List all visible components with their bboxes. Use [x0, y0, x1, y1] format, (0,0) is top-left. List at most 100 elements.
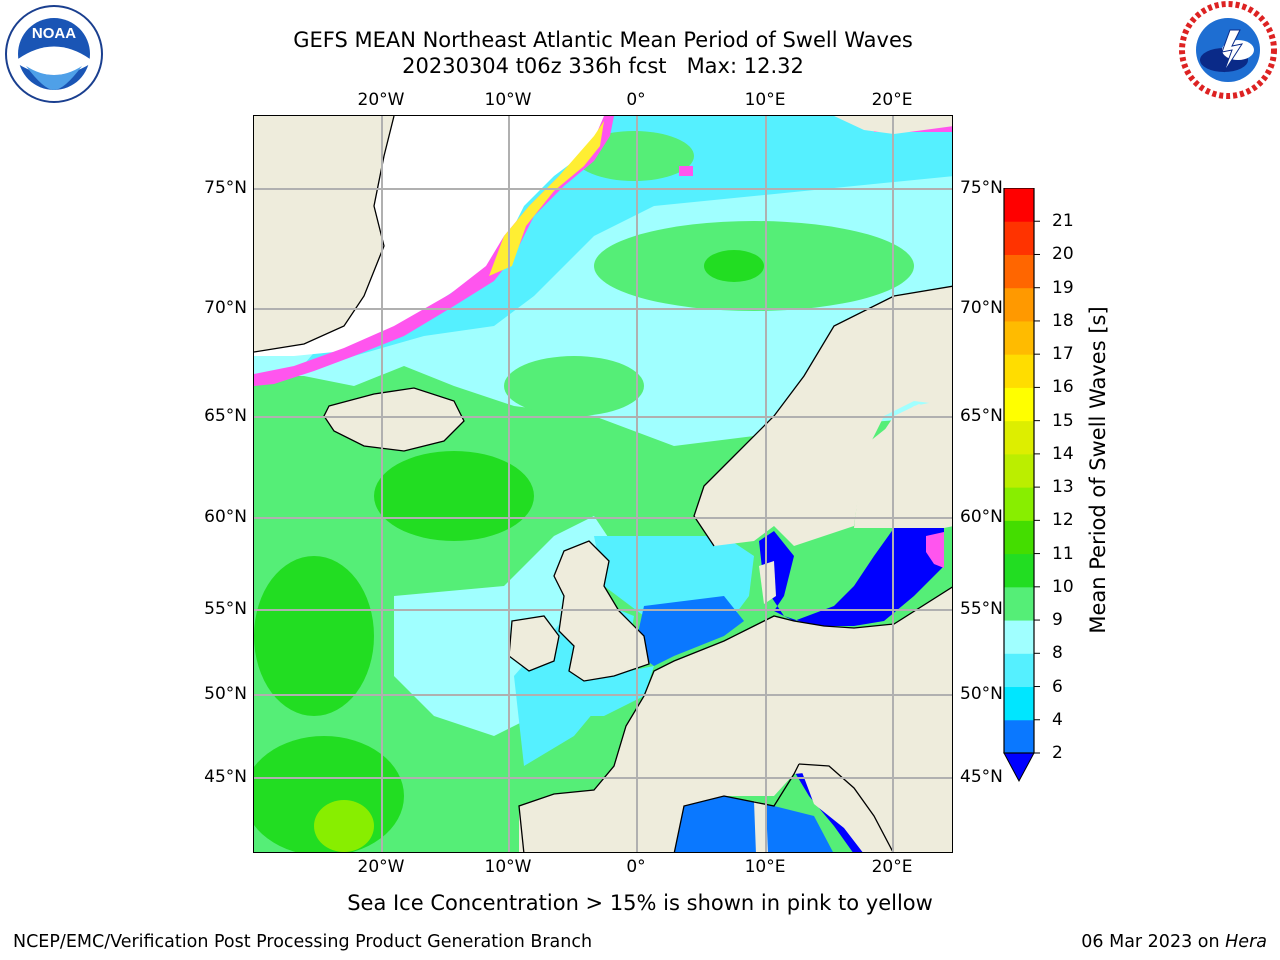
footer-credit: NCEP/EMC/Verification Post Processing Pr…	[13, 932, 593, 952]
ocean-darkgreen-patch	[704, 250, 764, 282]
coastline-great-britain	[553, 540, 650, 682]
colorbar-tick-label: 16	[1052, 377, 1074, 398]
colorbar-segment	[1004, 653, 1034, 688]
footer-date: 06 Mar 2023 on Hera	[1081, 932, 1267, 952]
colorbar-tick-label: 19	[1052, 277, 1074, 298]
colorbar-tick-label: 6	[1052, 676, 1063, 697]
lon-tick-label: 10°E	[744, 90, 786, 110]
colorbar-tick-label: 21	[1052, 211, 1074, 232]
lat-tick-label: 55°N	[960, 599, 1003, 619]
sea-ice-note: Sea Ice Concentration > 15% is shown in …	[347, 891, 933, 915]
colorbar-tick-label: 14	[1052, 443, 1074, 464]
chart-subtitle: 20230304 t06z 336h fcst Max: 12.32	[402, 54, 804, 78]
map-svg	[254, 116, 952, 852]
english-channel	[554, 666, 654, 716]
colorbar-segment	[1004, 320, 1034, 355]
lat-tick-label: 70°N	[960, 298, 1003, 318]
ocean-green-patch	[504, 356, 644, 416]
land-finland	[854, 398, 952, 526]
colorbar-outline	[1003, 188, 1035, 754]
lat-tick-label: 55°N	[204, 599, 247, 619]
lon-tick-label: 20°W	[357, 90, 405, 110]
footer-machine: Hera	[1225, 932, 1267, 952]
north-sea-blue	[634, 596, 744, 666]
colorbar-segment	[1004, 287, 1034, 322]
lat-tick-label: 60°N	[204, 507, 247, 527]
lon-tick-label: 20°E	[871, 90, 913, 110]
colorbar-segment	[1004, 420, 1034, 455]
colorbar-tick-label: 17	[1052, 344, 1074, 365]
coastline-europe	[518, 586, 952, 852]
lat-tick-label: 65°N	[204, 406, 247, 426]
coastline-iceland	[323, 387, 465, 452]
colorbar-segment	[1004, 719, 1034, 754]
lat-tick-label: 50°N	[960, 684, 1003, 704]
colorbar-segment	[1004, 520, 1034, 555]
ocean-cyan-region	[294, 116, 952, 376]
colorbar-tick-label: 9	[1052, 610, 1063, 631]
colorbar-tick-label: 8	[1052, 643, 1063, 664]
land-iceland	[324, 388, 464, 451]
land-ireland	[509, 616, 559, 671]
colorbar-tick-label: 13	[1052, 477, 1074, 498]
footer-date-text: 06 Mar 2023 on	[1081, 932, 1226, 952]
colorbar-segment	[1004, 586, 1034, 621]
lat-tick-label: 60°N	[960, 507, 1003, 527]
lat-tick-label: 65°N	[960, 406, 1003, 426]
land-denmark	[759, 561, 776, 604]
lon-tick-label: 20°W	[357, 857, 405, 877]
colorbar-tick-label: 12	[1052, 510, 1074, 531]
colorbar-segment	[1004, 354, 1034, 388]
mediterranean-sea	[674, 796, 833, 852]
land-iberia	[519, 796, 674, 852]
lon-tick-label: 10°W	[484, 857, 532, 877]
chart-title: GEFS MEAN Northeast Atlantic Mean Period…	[293, 28, 913, 52]
colorbar-segment	[1004, 453, 1034, 488]
colorbar-extend-arrow	[1003, 752, 1035, 783]
colorbar-segment	[1004, 487, 1034, 521]
colorbar-tick-label: 4	[1052, 709, 1063, 730]
colorbar	[1003, 188, 1040, 783]
colorbar-segment	[1004, 221, 1034, 255]
ocean-darkgreen-patch	[254, 556, 374, 716]
colorbar-tick-label: 20	[1052, 244, 1074, 265]
baltic-ice	[926, 532, 944, 568]
map-panel	[253, 115, 953, 853]
lon-tick-label: 10°E	[744, 857, 786, 877]
colorbar-tick-label: 2	[1052, 743, 1063, 763]
lat-tick-label: 70°N	[204, 298, 247, 318]
land-greenland	[254, 116, 394, 352]
baltic-sea	[759, 528, 944, 626]
lon-tick-label: 20°E	[871, 857, 913, 877]
noaa-logo: NOAA	[4, 4, 104, 108]
ocean-limegreen-patch	[314, 800, 374, 852]
sea-ice-yellow	[489, 121, 604, 276]
colorbar-segment	[1004, 387, 1034, 422]
coastline-med	[673, 763, 800, 852]
colorbar-tick-label: 18	[1052, 310, 1074, 331]
land-italy	[799, 764, 893, 852]
colorbar-tick-label: 15	[1052, 410, 1074, 431]
lat-tick-label: 45°N	[204, 767, 247, 787]
colorbar-title: Mean Period of Swell Waves [s]	[1086, 306, 1110, 634]
svg-text:NOAA: NOAA	[32, 25, 76, 42]
lat-tick-label: 50°N	[204, 684, 247, 704]
graticule	[254, 116, 952, 852]
sea-ice-spot	[679, 166, 693, 176]
nws-logo	[1178, 0, 1278, 104]
colorbar-segment	[1004, 620, 1034, 654]
colorbar-segment	[1004, 553, 1034, 588]
lat-tick-label: 45°N	[960, 767, 1003, 787]
land-corsica-sardinia	[754, 801, 768, 852]
lon-tick-label: 0°	[626, 857, 646, 877]
colorbar-tick-label: 10	[1052, 576, 1074, 597]
lat-tick-label: 75°N	[960, 178, 1003, 198]
colorbar-segment	[1004, 188, 1034, 222]
lon-tick-label: 10°W	[484, 90, 532, 110]
lat-tick-label: 75°N	[204, 178, 247, 198]
colorbar-segment	[1004, 254, 1034, 289]
colorbar-tick-label: 11	[1052, 543, 1074, 564]
colorbar-segment	[1004, 686, 1034, 721]
lon-tick-label: 0°	[626, 90, 646, 110]
coastline-italy	[798, 763, 894, 852]
